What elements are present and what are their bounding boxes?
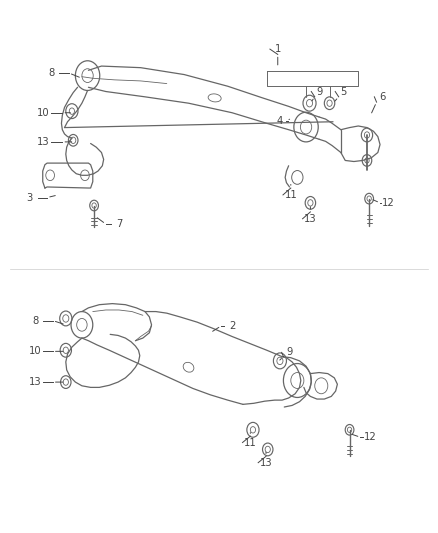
Text: 13: 13: [29, 377, 42, 387]
Text: 5: 5: [340, 86, 346, 96]
Text: 9: 9: [316, 86, 322, 96]
Text: 1: 1: [275, 44, 281, 54]
Text: 10: 10: [29, 346, 42, 357]
Text: 8: 8: [32, 316, 39, 326]
Text: 2: 2: [229, 321, 235, 331]
Text: 3: 3: [27, 192, 33, 203]
Text: 11: 11: [244, 438, 257, 448]
Text: 10: 10: [36, 108, 49, 118]
Text: 8: 8: [48, 68, 55, 78]
Text: 12: 12: [364, 432, 377, 442]
Text: 13: 13: [36, 137, 49, 147]
Text: 9: 9: [286, 348, 293, 358]
Text: 11: 11: [284, 190, 297, 200]
Text: 12: 12: [382, 198, 395, 208]
Text: 7: 7: [116, 219, 122, 229]
Text: 13: 13: [260, 458, 272, 467]
Text: 13: 13: [304, 214, 317, 224]
Text: 4: 4: [277, 116, 283, 126]
Text: 6: 6: [379, 92, 385, 102]
